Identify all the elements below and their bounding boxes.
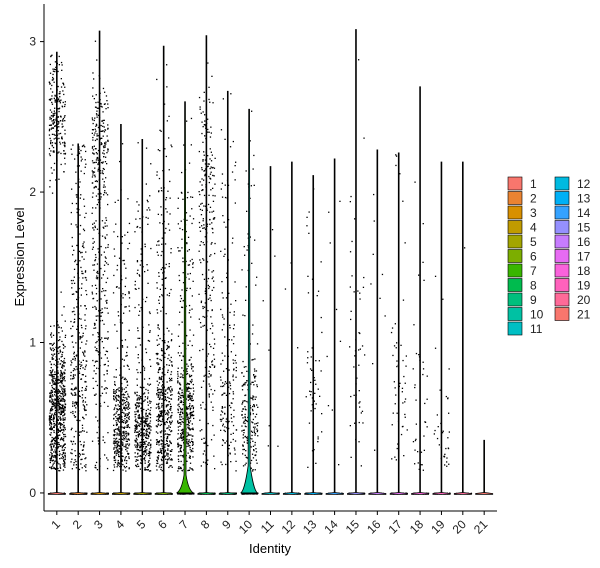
- legend-key-17: [554, 249, 570, 263]
- legend-label-13: 13: [577, 192, 591, 206]
- violin-7: [176, 101, 194, 494]
- legend-label-8: 8: [530, 279, 537, 293]
- violin-2: [69, 143, 88, 495]
- legend-label-7: 7: [530, 264, 537, 278]
- x-tick-label: 16: [364, 517, 384, 537]
- x-tick-label: 4: [112, 517, 127, 532]
- x-tick-label: 5: [134, 517, 149, 532]
- legend-label-17: 17: [577, 250, 591, 264]
- legend-key-6: [507, 249, 523, 263]
- legend-key-18: [554, 263, 570, 278]
- violin-layer: [47, 29, 494, 495]
- y-tick-label: 3: [29, 35, 36, 49]
- violin-13: [304, 175, 323, 495]
- y-tick-label: 0: [29, 486, 36, 500]
- legend-label-18: 18: [577, 264, 591, 278]
- y-ticks: 0 1 2 3: [29, 35, 44, 500]
- legend-key-9: [507, 292, 523, 307]
- violin-12: [282, 161, 301, 495]
- x-tick-label: 21: [471, 517, 491, 537]
- x-tick-label: 1: [48, 517, 63, 532]
- x-tick-label: 9: [219, 517, 234, 532]
- x-tick-label: 17: [385, 517, 405, 537]
- legend-label-2: 2: [530, 192, 537, 206]
- x-ticks: 1 2 3 4 5 6 7 8 9 10 11 12 13 14 15 16 17 18 19 20 21: [48, 511, 491, 537]
- legend-label-16: 16: [577, 235, 591, 249]
- x-tick-label: 13: [300, 517, 320, 537]
- legend-key-14: [554, 205, 570, 220]
- x-tick-label: 11: [258, 517, 277, 536]
- x-tick-label: 18: [407, 517, 427, 537]
- legend-key-7: [507, 263, 523, 278]
- legend-key-2: [507, 191, 523, 205]
- violin-21: [475, 439, 494, 495]
- x-tick-label: 2: [70, 517, 85, 532]
- violin-16: [368, 149, 387, 495]
- legend-label-15: 15: [577, 221, 591, 235]
- legend-label-20: 20: [577, 293, 591, 307]
- x-tick-label: 19: [428, 517, 448, 537]
- legend-key-16: [554, 234, 570, 249]
- y-axis-title: Expression Level: [12, 207, 27, 306]
- x-tick-label: 10: [236, 517, 256, 537]
- x-tick-label: 15: [343, 517, 363, 537]
- legend-key-3: [507, 205, 523, 220]
- legend-key-15: [554, 220, 570, 234]
- violin-4: [111, 123, 130, 495]
- legend-key-21: [554, 307, 570, 321]
- legend-label-14: 14: [577, 206, 591, 220]
- violin-20: [453, 161, 472, 495]
- violin-1: [47, 51, 66, 495]
- legend-label-4: 4: [530, 221, 537, 235]
- legend-label-5: 5: [530, 235, 537, 249]
- violin-15: [347, 29, 365, 495]
- x-tick-label: 20: [450, 517, 470, 537]
- violin-10: [240, 108, 258, 494]
- violin-5: [133, 139, 152, 495]
- x-tick-label: 8: [198, 517, 213, 532]
- legend-label-9: 9: [530, 293, 537, 307]
- legend-key-11: [507, 321, 523, 336]
- x-axis-title: Identity: [249, 541, 291, 556]
- points-layer: [48, 40, 489, 495]
- violin-8: [197, 35, 216, 495]
- violin-6: [154, 45, 173, 495]
- legend-label-6: 6: [530, 250, 537, 264]
- legend-key-19: [554, 278, 570, 292]
- x-tick-label: 3: [91, 517, 106, 532]
- violin-11: [261, 166, 280, 495]
- legend-key-10: [507, 307, 523, 321]
- y-tick-label: 2: [29, 185, 36, 199]
- violin-17: [389, 152, 408, 495]
- legend-key-13: [554, 191, 570, 205]
- legend-label-19: 19: [577, 279, 591, 293]
- legend-label-1: 1: [530, 177, 537, 191]
- x-tick-label: 12: [279, 517, 299, 537]
- violin-14: [325, 158, 344, 495]
- points-12: [284, 262, 301, 495]
- legend-label-11: 11: [530, 322, 543, 336]
- violin-3: [90, 30, 109, 495]
- violin-9: [218, 90, 237, 495]
- legend-key-4: [507, 220, 523, 234]
- legend-key-8: [507, 278, 523, 292]
- legend-key-20: [554, 292, 570, 307]
- legend-label-10: 10: [530, 308, 544, 322]
- points-6: [155, 64, 173, 495]
- y-tick-label: 1: [29, 336, 36, 350]
- legend-label-3: 3: [530, 206, 537, 220]
- legend-key-1: [507, 176, 523, 191]
- legend-key-12: [554, 176, 570, 191]
- x-tick-label: 6: [155, 517, 170, 532]
- legend-key-5: [507, 234, 523, 249]
- legend-label-12: 12: [577, 177, 591, 191]
- violin-19: [432, 161, 451, 495]
- violin-18: [411, 86, 430, 495]
- legend-label-21: 21: [577, 308, 591, 322]
- x-tick-label: 14: [321, 517, 341, 537]
- x-tick-label: 7: [177, 517, 192, 532]
